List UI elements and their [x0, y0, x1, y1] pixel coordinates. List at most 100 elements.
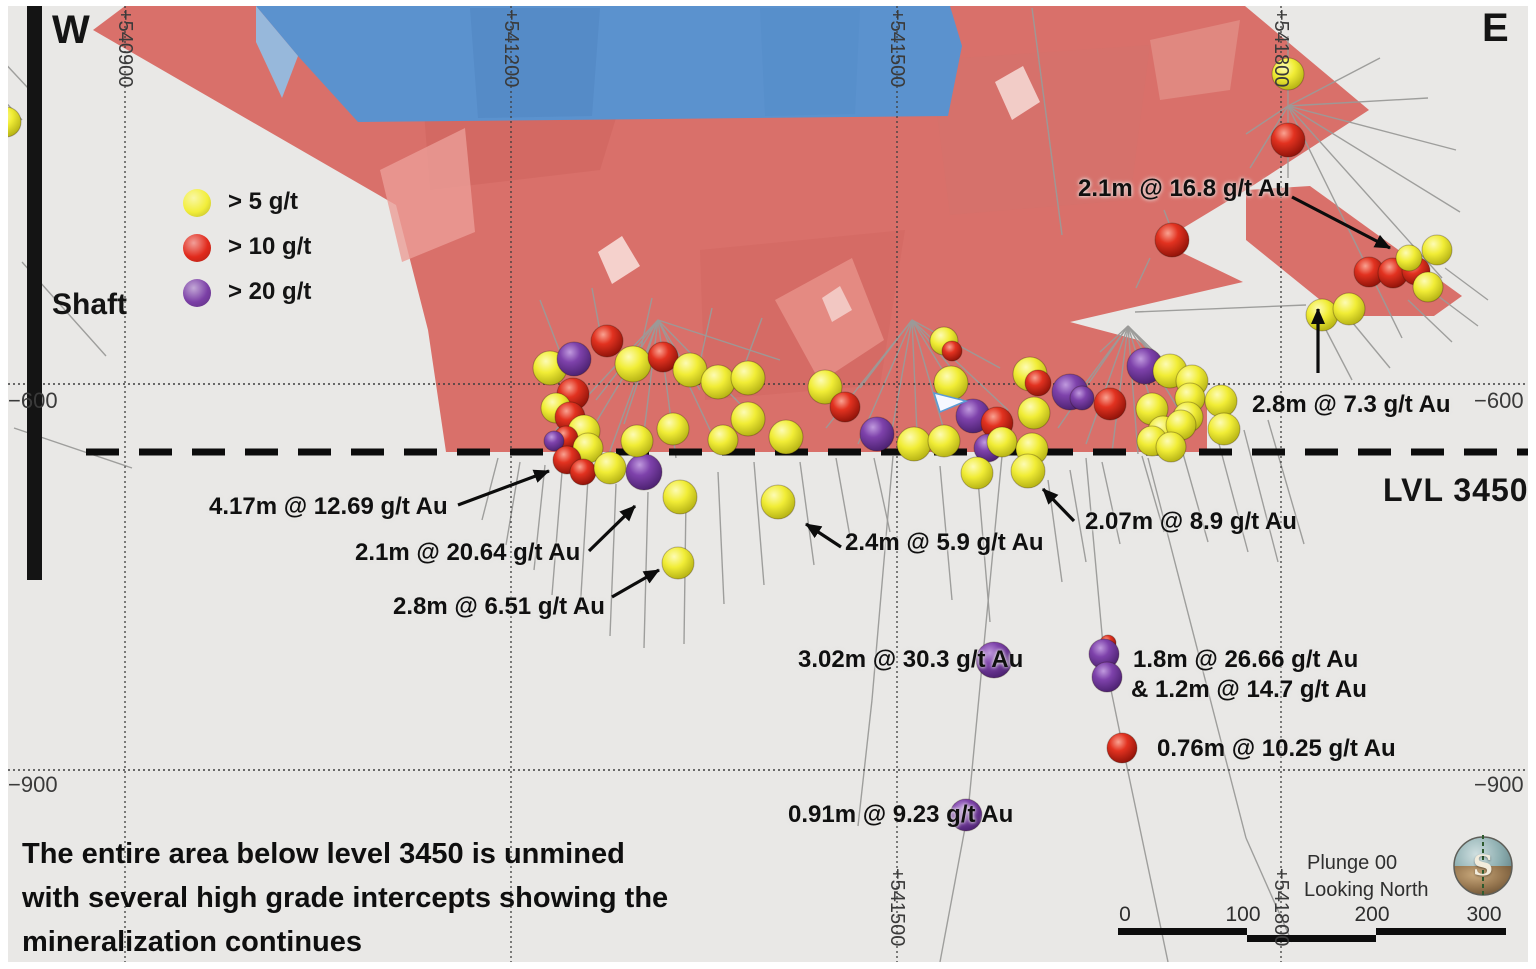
drill-trace [1245, 837, 1293, 943]
intercept-sphere-gt5 [986, 426, 1018, 458]
drill-trace [871, 455, 894, 701]
intercept-sphere-gt10 [1154, 222, 1190, 258]
scale-bar-segment [1376, 928, 1506, 935]
intercept-sphere-gt20 [543, 430, 565, 452]
intercept-sphere-gt5 [1395, 244, 1423, 272]
drill-trace [1127, 325, 1139, 455]
drill-trace [1287, 105, 1457, 151]
drill-trace [967, 455, 1003, 813]
drill-trace [799, 461, 815, 566]
pit-shading [470, 8, 600, 118]
intercept-sphere-gt5 [707, 424, 739, 456]
drill-trace [657, 319, 781, 361]
drill-trace [1057, 325, 1129, 429]
drill-trace [1287, 105, 1403, 339]
drill-trace [1287, 57, 1381, 107]
drill-trace [1351, 321, 1391, 369]
intercept-sphere-gt10 [1024, 369, 1052, 397]
drill-trace [1147, 457, 1247, 839]
drill-trace [911, 319, 949, 445]
intercept-sphere-gt5 [1155, 431, 1187, 463]
drill-trace [1141, 455, 1165, 533]
drill-trace [939, 811, 969, 962]
drill-trace [609, 483, 617, 637]
drill-trace [1181, 449, 1209, 543]
drill-trace [1081, 325, 1129, 389]
intercept-sphere-gt5 [1421, 234, 1453, 266]
drill-trace [1101, 461, 1121, 545]
annotation-arrow [587, 504, 637, 553]
intercept-sphere-gt5 [1010, 453, 1046, 489]
stope-shading [598, 236, 640, 284]
drill-trace [1134, 304, 1307, 313]
pit-shape-blue [256, 6, 962, 122]
drill-trace [717, 471, 725, 605]
intercept-sphere-gt10 [941, 340, 963, 362]
drill-trace [1111, 325, 1129, 453]
intercept-sphere-gt5 [730, 401, 766, 437]
stope-shading [380, 128, 475, 262]
intercept-sphere-gt20 [1091, 661, 1123, 693]
drill-trace [939, 465, 953, 601]
drill-trace [1249, 105, 1289, 169]
stope-shading [822, 286, 852, 322]
intercept-sphere-gt10 [1093, 387, 1127, 421]
intercept-sphere-gt5 [896, 426, 932, 462]
annotation-arrow [457, 469, 550, 507]
intercept-sphere-gt5 [1332, 292, 1366, 326]
drill-trace [1407, 299, 1453, 343]
intercept-sphere-gt20 [625, 453, 663, 491]
intercept-sphere-gt5 [1271, 57, 1305, 91]
drill-trace [1085, 325, 1129, 445]
stope-shading [930, 45, 1150, 215]
drill-trace [857, 699, 873, 827]
intercept-sphere-gt5 [927, 424, 961, 458]
drill-trace [505, 461, 521, 546]
intercept-sphere-gt5 [1204, 384, 1238, 418]
intercept-sphere-gt5 [700, 364, 736, 400]
drill-trace [1099, 325, 1129, 353]
drill-trace [639, 297, 653, 353]
intercept-sphere-gt10 [1270, 122, 1306, 158]
drill-trace [1031, 7, 1063, 236]
drill-trace [1085, 457, 1105, 657]
intercept-sphere-gt5 [1412, 271, 1444, 303]
drill-trace [1287, 105, 1461, 213]
intercept-sphere-gt20 [1069, 385, 1095, 411]
view-widget-cursor [932, 391, 969, 414]
drill-trace [1325, 329, 1353, 381]
intercept-sphere-gt10 [590, 324, 624, 358]
stope-shading [775, 258, 884, 382]
intercept-sphere-gt10 [569, 458, 597, 486]
annotation-arrow [1041, 487, 1076, 523]
stope-shading [995, 66, 1040, 120]
drill-trace [911, 319, 1009, 411]
drill-trace [8, 65, 29, 89]
drill-trace [835, 457, 853, 549]
shaft-bar [27, 6, 42, 580]
intercept-sphere-gt5 [1017, 396, 1051, 430]
intercept-sphere-gt5 [960, 456, 994, 490]
annotation-arrow [611, 568, 660, 599]
stope-shading [1150, 20, 1240, 100]
drill-trace [1217, 439, 1249, 553]
drill-trace [1287, 97, 1429, 107]
intercept-sphere-gt20 [556, 341, 592, 377]
intercept-sphere-gt10 [647, 341, 679, 373]
annotation-arrow [1291, 195, 1391, 250]
drill-trace [1122, 747, 1169, 962]
drill-trace [1267, 419, 1305, 545]
intercept-sphere-gt5 [656, 412, 690, 446]
pit-shading [256, 6, 298, 98]
stope-shape-red-band [1246, 186, 1462, 316]
scale-bar-segment [1118, 928, 1247, 935]
intercept-sphere-gt20 [859, 416, 895, 452]
drill-trace [1135, 257, 1151, 289]
intercept-sphere-gt5 [620, 424, 654, 458]
intercept-sphere-gt5 [760, 484, 796, 520]
intercept-sphere-gt5 [661, 546, 695, 580]
pit-shading [760, 8, 860, 116]
intercept-sphere-gt10 [1106, 732, 1138, 764]
